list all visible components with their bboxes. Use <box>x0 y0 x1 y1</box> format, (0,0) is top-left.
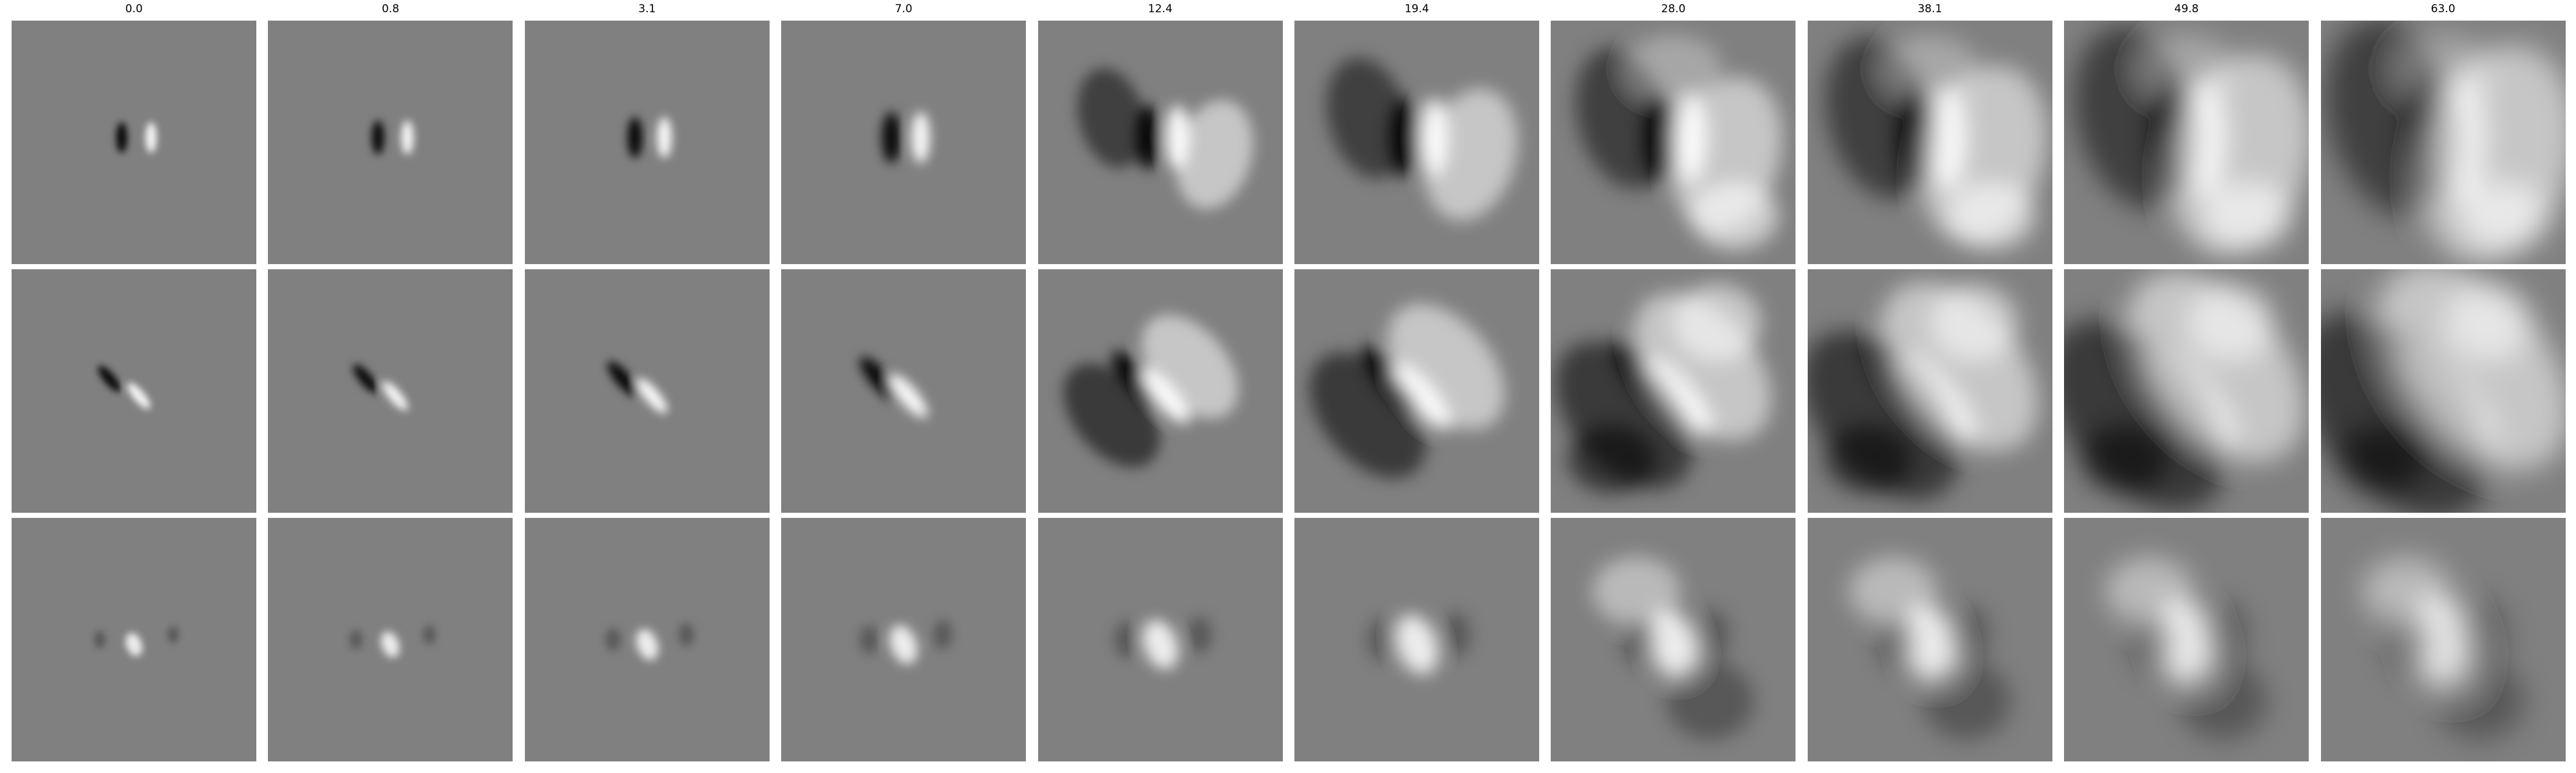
filter-image <box>2064 21 2309 264</box>
filter-panel <box>1807 269 2052 513</box>
filter-panel <box>1551 269 1796 513</box>
filter-image <box>524 269 770 513</box>
filter-image <box>781 518 1027 761</box>
filter-image <box>524 21 770 264</box>
filter-panel <box>781 269 1027 513</box>
filter-image <box>2320 269 2566 513</box>
filter-image <box>268 21 513 264</box>
filter-image <box>12 518 256 761</box>
filter-panel <box>268 21 513 264</box>
filter-image <box>1551 269 1796 513</box>
filter-image <box>2320 21 2566 264</box>
filter-panel <box>1294 21 1539 264</box>
column-title: 3.1 <box>638 3 656 15</box>
filter-image <box>12 21 256 264</box>
filter-panel <box>524 21 770 264</box>
filter-panel <box>1294 269 1539 513</box>
filter-panel <box>268 269 513 513</box>
filter-panel <box>2064 21 2309 264</box>
filter-panel <box>1037 269 1283 513</box>
filter-image <box>1551 518 1796 761</box>
filter-image <box>781 21 1027 264</box>
filter-panel <box>268 518 513 761</box>
filter-panel <box>524 269 770 513</box>
column-title: 63.0 <box>2430 3 2456 15</box>
filter-image <box>2064 269 2309 513</box>
filter-panel <box>1294 518 1539 761</box>
column-title: 7.0 <box>895 3 913 15</box>
filter-image <box>2320 518 2566 761</box>
filter-panel <box>781 518 1027 761</box>
filter-panel <box>2064 269 2309 513</box>
filter-panel <box>12 518 256 761</box>
filter-panel <box>2320 21 2566 264</box>
filter-panel <box>1807 518 2052 761</box>
filter-image <box>1037 269 1283 513</box>
filter-panel <box>1551 518 1796 761</box>
column-title: 0.8 <box>381 3 399 15</box>
filter-image <box>781 269 1027 513</box>
filter-panel <box>12 21 256 264</box>
filter-image <box>1551 21 1796 264</box>
column-title: 12.4 <box>1148 3 1173 15</box>
filter-image <box>268 518 513 761</box>
filter-panel <box>1807 21 2052 264</box>
filter-image <box>524 518 770 761</box>
filter-image <box>1294 21 1539 264</box>
filter-panel <box>2320 518 2566 761</box>
filter-image <box>1807 518 2052 761</box>
column-title: 19.4 <box>1405 3 1429 15</box>
filter-image <box>1037 518 1283 761</box>
filter-image <box>1807 269 2052 513</box>
column-title: 28.0 <box>1661 3 1686 15</box>
filter-panel <box>12 269 256 513</box>
column-title: 0.0 <box>125 3 143 15</box>
filter-panel <box>1037 518 1283 761</box>
filter-panel <box>781 21 1027 264</box>
filter-panel <box>1551 21 1796 264</box>
filter-image <box>1294 518 1539 761</box>
filter-panel <box>2064 518 2309 761</box>
filter-panel <box>2320 269 2566 513</box>
column-title: 49.8 <box>2174 3 2199 15</box>
column-title: 38.1 <box>1917 3 1942 15</box>
filter-image <box>1807 21 2052 264</box>
filter-image <box>1037 21 1283 264</box>
filter-image <box>12 269 256 513</box>
filter-panel <box>1037 21 1283 264</box>
filter-image <box>268 269 513 513</box>
filter-image <box>2064 518 2309 761</box>
filter-image <box>1294 269 1539 513</box>
filter-panel <box>524 518 770 761</box>
